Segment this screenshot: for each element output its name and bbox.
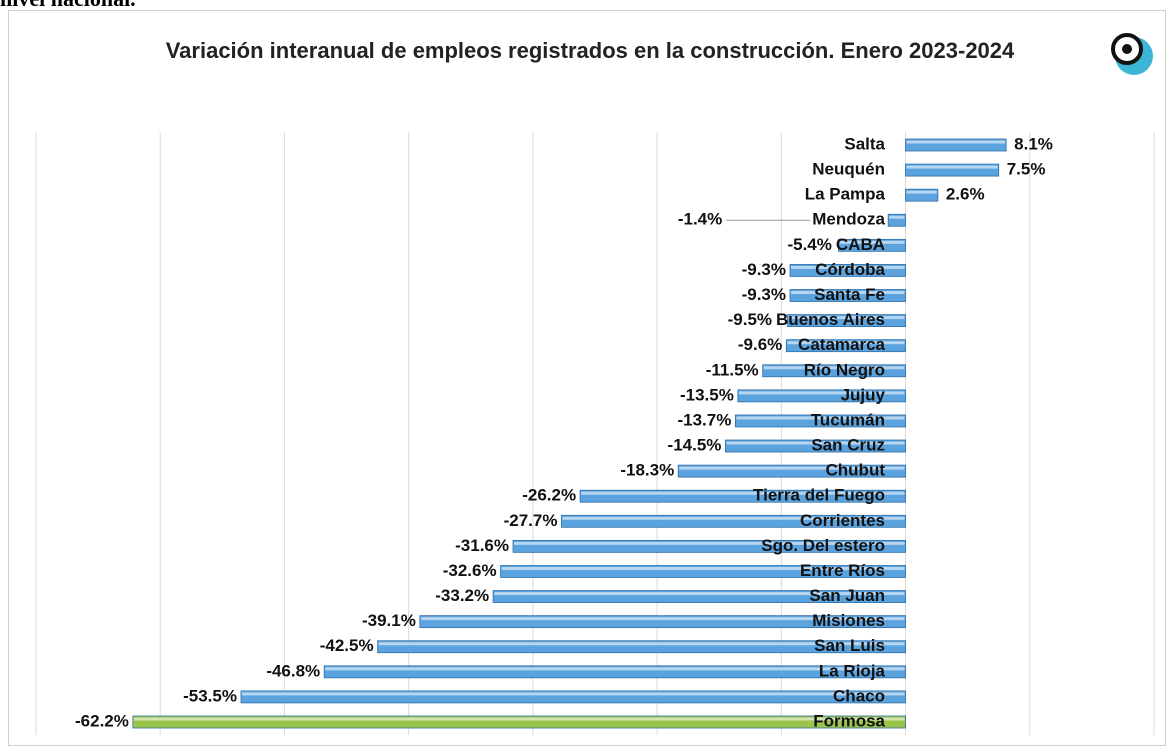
value-label: -62.2%: [75, 711, 129, 730]
value-label: -9.3%: [742, 260, 786, 279]
value-label: 7.5%: [1007, 160, 1046, 179]
category-label: Sgo. Del estero: [761, 536, 885, 555]
category-label: San Juan: [809, 586, 885, 605]
category-label: Catamarca: [798, 335, 885, 354]
bar-highlight: [906, 190, 937, 194]
header-text: nivel nacional.: [0, 0, 136, 12]
category-label: San Cruz: [811, 436, 885, 455]
category-label: Corrientes: [800, 511, 885, 530]
category-label: Buenos Aires: [776, 310, 885, 329]
value-label: -11.5%: [706, 360, 759, 379]
chart-frame: [8, 10, 1166, 746]
value-label: -27.7%: [504, 511, 558, 530]
category-label: CABA: [836, 235, 885, 254]
category-label: Chubut: [826, 461, 886, 480]
category-label: Santa Fe: [814, 285, 885, 304]
category-label: Chaco: [833, 686, 885, 705]
bar-highlight: [763, 366, 905, 370]
bar-highlight: [906, 165, 998, 169]
value-label: -5.4%: [787, 235, 831, 254]
value-label: -32.6%: [443, 561, 497, 580]
value-label: -42.5%: [320, 636, 374, 655]
bar-highlight: [378, 642, 905, 646]
bar-highlight: [726, 441, 905, 445]
value-label: -9.5%: [728, 310, 772, 329]
bar-highlight: [562, 516, 905, 520]
bar-highlight: [581, 491, 905, 495]
bar-highlight: [679, 466, 905, 470]
bar-highlight: [514, 541, 905, 545]
category-label: San Luis: [814, 636, 885, 655]
category-label: Río Negro: [804, 360, 885, 379]
bar-highlight: [133, 717, 905, 721]
bar-highlight: [889, 215, 905, 219]
value-label: -18.3%: [620, 461, 674, 480]
category-label: Formosa: [813, 711, 885, 730]
value-label: -39.1%: [362, 611, 416, 630]
category-label: Tucumán: [811, 410, 885, 429]
value-label: 8.1%: [1014, 134, 1053, 153]
bar-highlight: [791, 265, 905, 269]
value-label: -1.4%: [678, 210, 722, 229]
bar-highlight: [501, 566, 905, 570]
value-label: -53.5%: [183, 686, 237, 705]
category-label: Córdoba: [815, 260, 885, 279]
category-label: Salta: [844, 134, 885, 153]
bar-highlight: [736, 416, 905, 420]
bar-highlight: [420, 617, 905, 621]
bar-highlight: [241, 692, 905, 696]
category-label: La Pampa: [805, 185, 886, 204]
value-label: -9.6%: [738, 335, 782, 354]
category-label: Neuquén: [812, 160, 885, 179]
bar-highlight: [325, 667, 905, 671]
bar-highlight: [788, 316, 905, 320]
logo: [1111, 33, 1153, 75]
bar-highlight: [839, 240, 905, 244]
value-label: 2.6%: [946, 185, 985, 204]
value-label: -13.7%: [677, 410, 731, 429]
chart-title: Variación interanual de empleos registra…: [165, 38, 1015, 63]
category-label: Mendoza: [812, 210, 885, 229]
value-label: -31.6%: [455, 536, 509, 555]
category-label: Tierra del Fuego: [753, 486, 885, 505]
value-label: -13.5%: [680, 385, 734, 404]
bar-highlight: [738, 391, 905, 395]
value-label: -14.5%: [668, 436, 722, 455]
value-label: -46.8%: [266, 661, 320, 680]
category-label: La Rioja: [819, 661, 886, 680]
bar-highlight: [906, 140, 1006, 144]
category-label: Misiones: [812, 611, 885, 630]
bar-highlight: [787, 341, 905, 345]
value-label: -33.2%: [435, 586, 489, 605]
value-label: -26.2%: [522, 486, 576, 505]
category-label: Jujuy: [841, 385, 886, 404]
value-label: -9.3%: [742, 285, 786, 304]
bar-highlight: [791, 291, 905, 295]
bar-highlight: [494, 592, 905, 596]
category-label: Entre Ríos: [800, 561, 885, 580]
